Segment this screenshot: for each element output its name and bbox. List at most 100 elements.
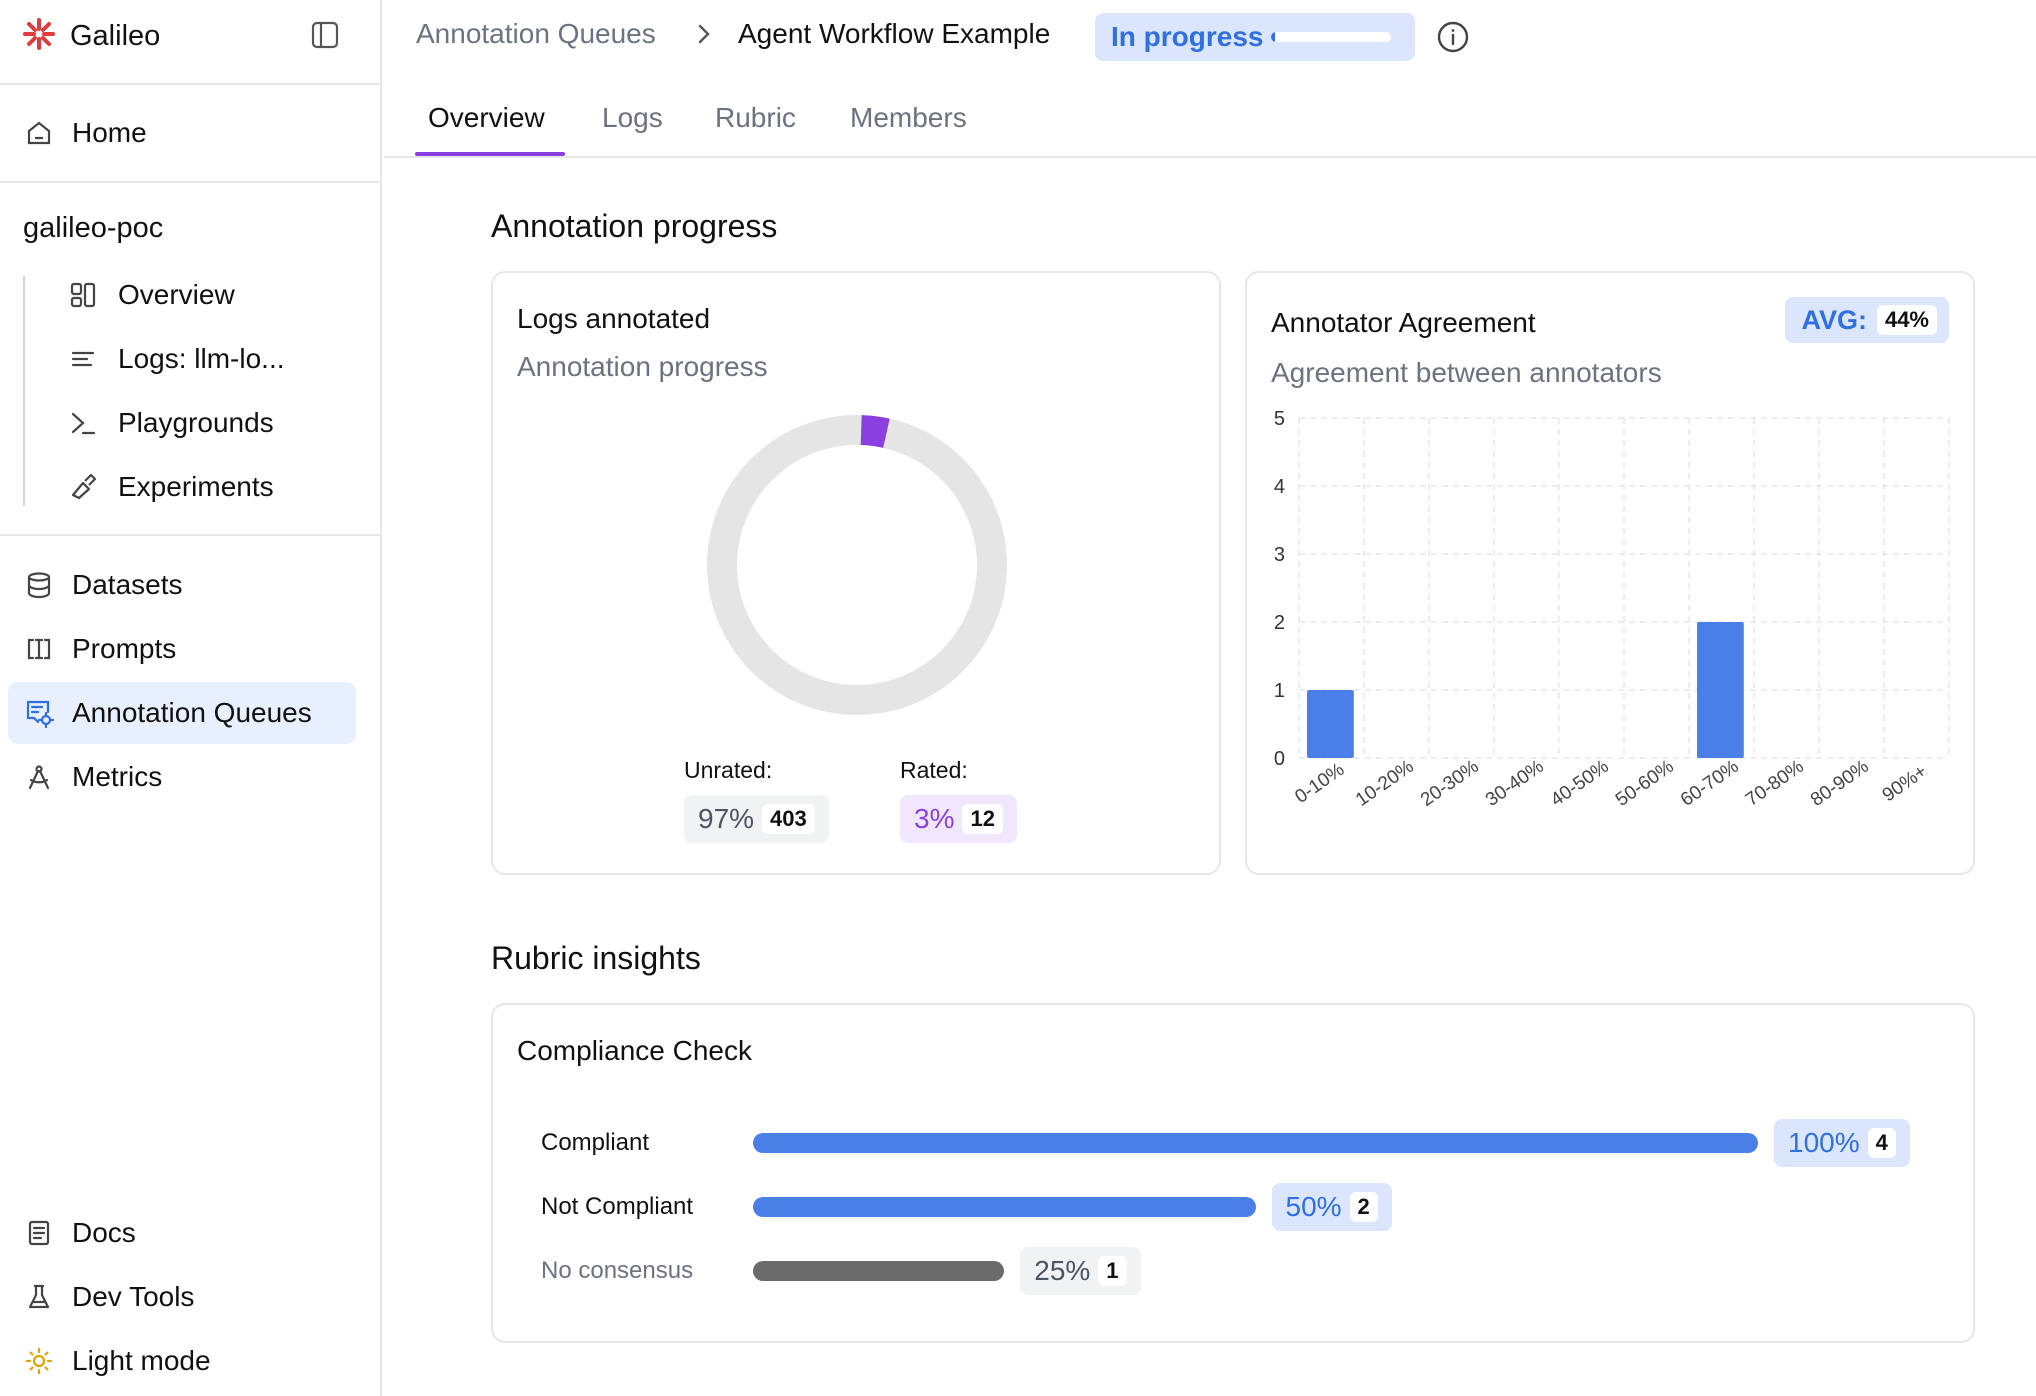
card-title: Compliance Check xyxy=(517,1035,752,1066)
rubric-bar xyxy=(753,1133,1758,1153)
sidebar-item-label: Light mode xyxy=(72,1345,211,1376)
compliance-check-card: Compliance Check Compliant 100% 4 Not Co… xyxy=(491,1003,1975,1343)
breadcrumb-root[interactable]: Annotation Queues xyxy=(416,18,656,49)
rubric-row-no-consensus: No consensus 25% 1 xyxy=(493,1247,1973,1297)
rubric-count: 1 xyxy=(1098,1256,1127,1286)
sidebar-item-label: Dev Tools xyxy=(72,1281,195,1312)
card-subtitle: Agreement between annotators xyxy=(1271,357,1662,388)
sidebar-item-metrics[interactable]: Metrics xyxy=(8,746,356,808)
rated-pct: 3% xyxy=(914,803,955,834)
breadcrumb-current: Agent Workflow Example xyxy=(738,18,1051,49)
tab-members[interactable]: Members xyxy=(850,102,967,133)
avg-label: AVG: xyxy=(1801,304,1867,335)
logs-annotated-card: Logs annotated Annotation progress Unrat… xyxy=(491,271,1221,875)
sidebar-item-label: Logs: llm-lo... xyxy=(118,343,285,374)
x-tick-label: 20-30% xyxy=(1417,756,1483,811)
header: Annotation Queues Agent Workflow Example… xyxy=(384,0,2036,72)
divider xyxy=(0,534,380,536)
rubric-bar xyxy=(753,1261,1005,1281)
tab-overview[interactable]: Overview xyxy=(428,102,545,133)
flask-brush-icon xyxy=(68,472,98,502)
sidebar-item-label: Datasets xyxy=(72,569,183,600)
rubric-row-label: Compliant xyxy=(541,1129,650,1156)
rubric-pct: 50% xyxy=(1285,1191,1342,1222)
sidebar-item-docs[interactable]: Docs xyxy=(8,1202,356,1264)
agreement-bar-chart: 0 1 2 3 4 5 0-10% 10-20% 20-30% 30-40% 40-50% 50-60… xyxy=(1274,408,1950,811)
x-tick-label: 70-80% xyxy=(1742,756,1808,811)
sidebar-item-experiments[interactable]: Experiments xyxy=(58,458,358,516)
rubric-row-label: No consensus xyxy=(541,1257,694,1284)
brand-name: Galileo xyxy=(70,19,161,52)
book-icon xyxy=(24,1218,54,1248)
sidebar-item-overview[interactable]: Overview xyxy=(58,266,358,324)
active-tab-indicator xyxy=(415,152,565,156)
status-progress-fill xyxy=(1271,32,1276,42)
y-tick-label: 4 xyxy=(1274,476,1285,498)
tab-bar: Overview Logs Rubric Members xyxy=(384,86,2036,158)
sidebar-item-datasets[interactable]: Datasets xyxy=(8,554,356,616)
rubric-count: 4 xyxy=(1867,1128,1896,1158)
rubric-row-not-compliant: Not Compliant 50% 2 xyxy=(493,1183,1973,1233)
light-mode-toggle[interactable]: Light mode xyxy=(8,1330,356,1392)
y-tick-label: 0 xyxy=(1274,748,1285,770)
overview-icon xyxy=(68,280,98,310)
rated-pill: 3% 12 xyxy=(900,795,1017,843)
project-name[interactable]: galileo-poc xyxy=(23,212,164,244)
sidebar-item-annotation-queues[interactable]: Annotation Queues xyxy=(8,682,356,744)
rubric-pill: 50% 2 xyxy=(1271,1183,1392,1231)
database-icon xyxy=(24,570,54,600)
rated-label: Rated: xyxy=(900,757,968,783)
sidebar-item-logs[interactable]: Logs: llm-lo... xyxy=(58,330,358,388)
brand[interactable]: Galileo xyxy=(22,12,160,60)
sidebar-item-playgrounds[interactable]: Playgrounds xyxy=(58,394,358,452)
avg-badge: AVG: 44% xyxy=(1785,297,1949,343)
tab-rubric[interactable]: Rubric xyxy=(715,102,796,133)
x-tick-label: 0-10% xyxy=(1291,759,1348,808)
sidebar-item-label: Playgrounds xyxy=(118,407,274,438)
sidebar-item-label: Experiments xyxy=(118,471,274,502)
rubric-pill: 100% 4 xyxy=(1774,1119,1910,1167)
home-icon xyxy=(24,118,54,148)
rubric-pct: 25% xyxy=(1034,1255,1091,1286)
sun-icon xyxy=(24,1346,54,1376)
progress-donut xyxy=(707,415,1007,715)
y-tick-label: 2 xyxy=(1274,612,1285,634)
sidebar-item-label: Docs xyxy=(72,1217,136,1248)
unrated-label: Unrated: xyxy=(684,757,773,783)
divider xyxy=(0,181,380,183)
y-tick-label: 3 xyxy=(1274,544,1285,566)
x-tick-label: 80-90% xyxy=(1807,756,1873,811)
unrated-pct: 97% xyxy=(698,803,755,834)
sidebar-item-label: Annotation Queues xyxy=(72,697,312,728)
rated-count: 12 xyxy=(962,804,1003,834)
x-tick-label: 40-50% xyxy=(1547,756,1613,811)
card-title: Annotator Agreement xyxy=(1271,307,1536,338)
status-progress-bar xyxy=(1271,32,1392,42)
x-tick-label: 30-40% xyxy=(1482,756,1548,811)
sidebar-item-prompts[interactable]: Prompts xyxy=(8,618,356,680)
status-badge: In progress xyxy=(1095,13,1415,61)
compass-icon xyxy=(24,762,54,792)
annotation-queue-icon xyxy=(24,698,54,728)
chart-bar xyxy=(1697,622,1744,758)
sidebar-item-home[interactable]: Home xyxy=(8,102,356,164)
x-tick-label: 10-20% xyxy=(1352,756,1418,811)
galileo-logo-icon xyxy=(22,17,56,56)
sidebar-item-dev-tools[interactable]: Dev Tools xyxy=(8,1266,356,1328)
y-tick-label: 1 xyxy=(1274,680,1285,702)
card-subtitle: Annotation progress xyxy=(517,351,768,382)
unrated-count: 403 xyxy=(762,804,815,834)
section-title-rubric-insights: Rubric insights xyxy=(491,940,701,976)
sidebar-toggle-icon[interactable] xyxy=(306,16,344,54)
donut-track xyxy=(707,415,1007,715)
sidebar-item-label: Overview xyxy=(118,279,235,310)
info-icon[interactable] xyxy=(1434,18,1472,56)
sidebar: Galileo Home galileo-poc Overview Logs: … xyxy=(0,0,382,1396)
beaker-icon xyxy=(24,1282,54,1312)
x-tick-label: 60-70% xyxy=(1677,756,1743,811)
sidebar-item-label: Prompts xyxy=(72,633,177,664)
x-tick-label: 90%+ xyxy=(1879,761,1931,806)
tab-logs[interactable]: Logs xyxy=(602,102,663,133)
annotator-agreement-card: Annotator Agreement AVG: 44% Agreement b… xyxy=(1245,271,1975,875)
rubric-pill: 25% 1 xyxy=(1020,1247,1141,1295)
